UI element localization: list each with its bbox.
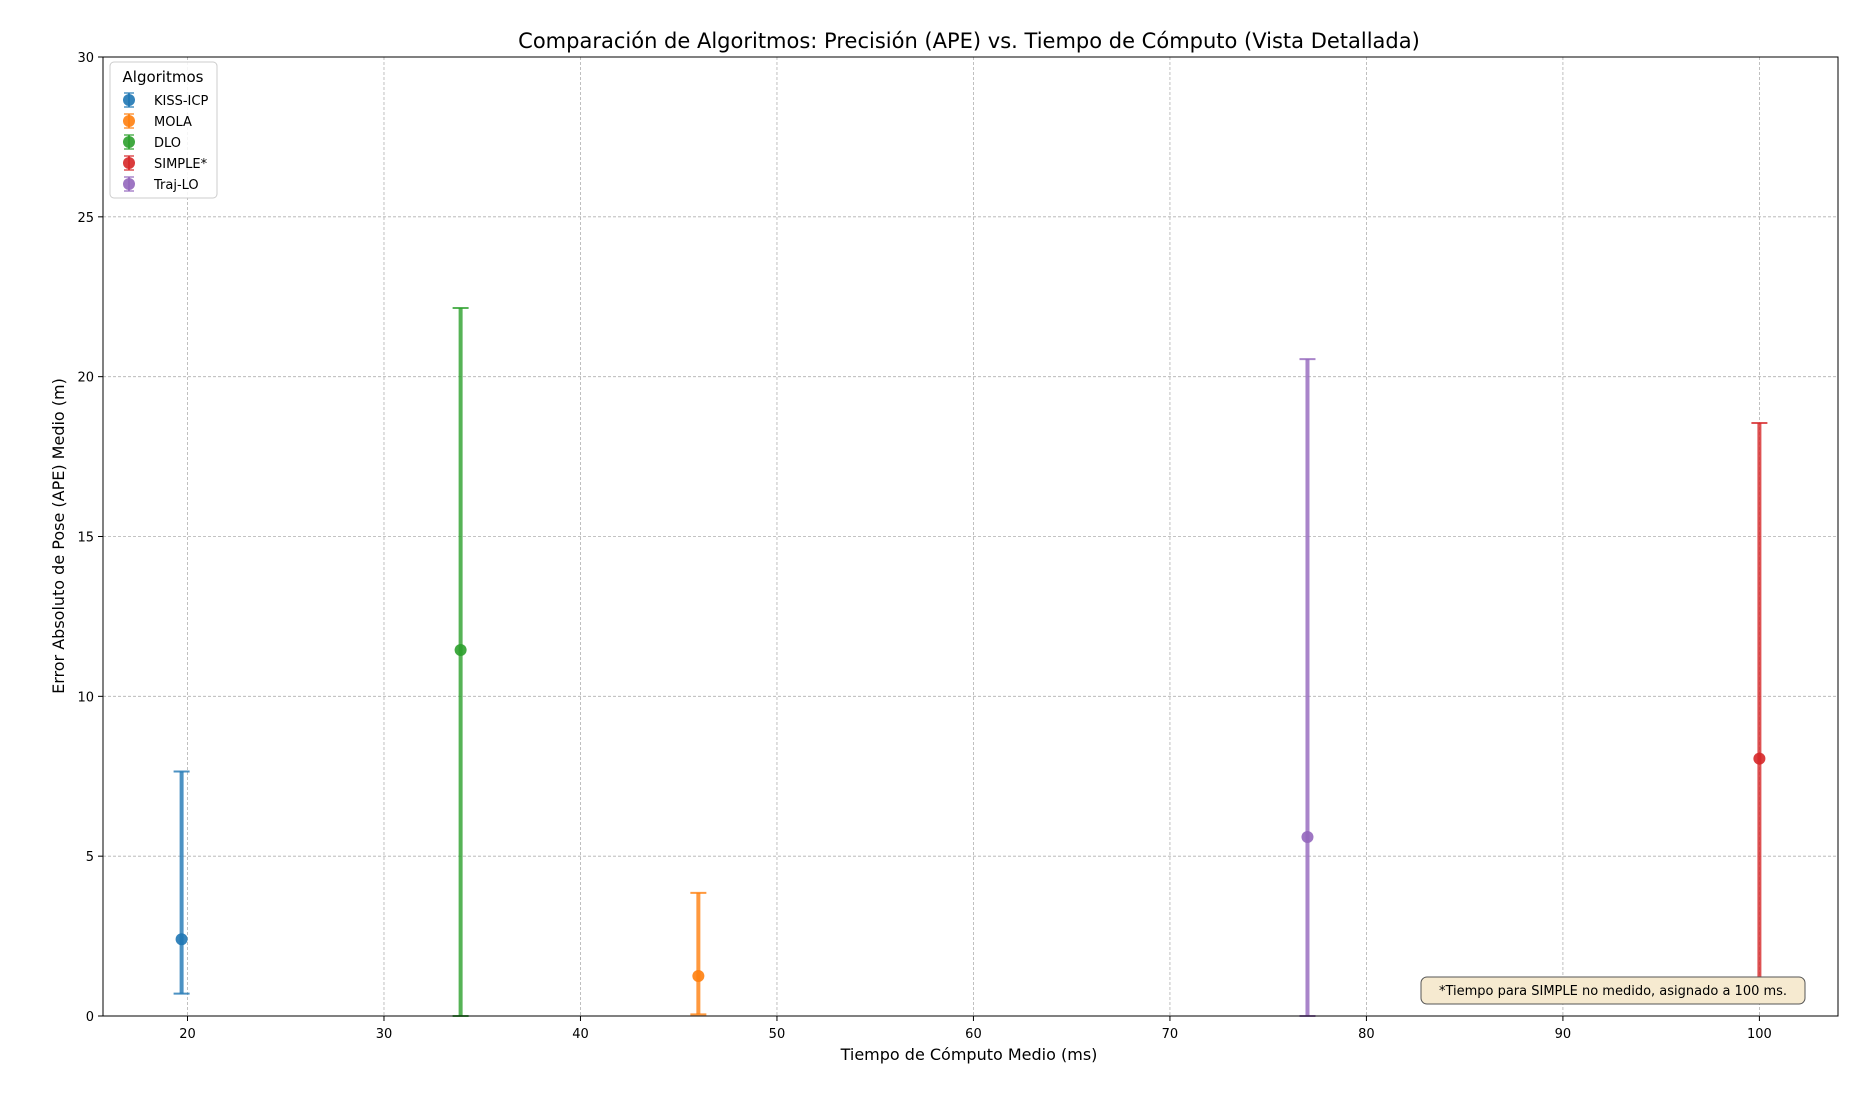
legend-label: DLO [154,136,181,151]
x-tick-label: 90 [1555,1027,1572,1042]
chart-title: Comparación de Algoritmos: Precisión (AP… [518,29,1420,53]
legend-marker [123,136,135,148]
data-point [1301,830,1314,843]
legend: Algoritmos KISS-ICP MOLA DLO SIMPLE* Traj-LO [109,61,218,199]
x-tick-label: 80 [1358,1027,1375,1042]
data-point [692,970,705,983]
series-kiss-icp [173,770,190,995]
y-tick-label: 25 [77,211,94,226]
legend-item: DLO [123,134,181,151]
legend-item: MOLA [123,113,192,130]
x-tick-label: 30 [376,1027,393,1042]
y-tick-label: 30 [77,51,94,66]
legend-marker [123,157,135,169]
y-tick-label: 20 [77,371,94,386]
legend-marker [123,115,135,127]
x-tick-label: 100 [1747,1027,1772,1042]
x-tick-label: 20 [179,1027,196,1042]
legend-title: Algoritmos [123,68,204,86]
legend-marker [123,94,135,106]
data-point [1753,752,1766,765]
legend-box [109,61,218,199]
annotation-box [1420,976,1806,1005]
x-tick-label: 60 [965,1027,982,1042]
legend-label: MOLA [154,115,192,130]
data-point [175,933,188,946]
x-tick-label: 50 [769,1027,786,1042]
y-axis-label: Error Absoluto de Pose (APE) Medio (m) [49,378,68,694]
y-tick-label: 5 [86,850,94,865]
y-tick-label: 15 [77,531,94,546]
data-point [454,643,467,656]
legend-label: Traj-LO [153,178,199,193]
legend-item: SIMPLE* [123,155,208,172]
y-tick-label: 10 [77,690,94,705]
legend-item: KISS-ICP [123,92,208,109]
series-mola [690,891,707,1016]
annotation: *Tiempo para SIMPLE no medido, asignado … [1420,976,1806,1005]
x-tick-label: 70 [1162,1027,1179,1042]
legend-label: KISS-ICP [154,94,208,109]
annotation-text: *Tiempo para SIMPLE no medido, asignado … [1439,984,1787,999]
y-tick-label: 0 [86,1010,94,1025]
legend-marker [123,178,135,190]
x-axis-label: Tiempo de Cómputo Medio (ms) [840,1045,1098,1064]
series-layer [173,306,1768,1017]
legend-item: Traj-LO [123,176,199,193]
x-tick-label: 40 [572,1027,589,1042]
axes: 20 30 40 50 60 70 80 90 100 0 5 10 15 20 25 30 [77,51,1839,1042]
legend-label: SIMPLE* [154,157,208,172]
